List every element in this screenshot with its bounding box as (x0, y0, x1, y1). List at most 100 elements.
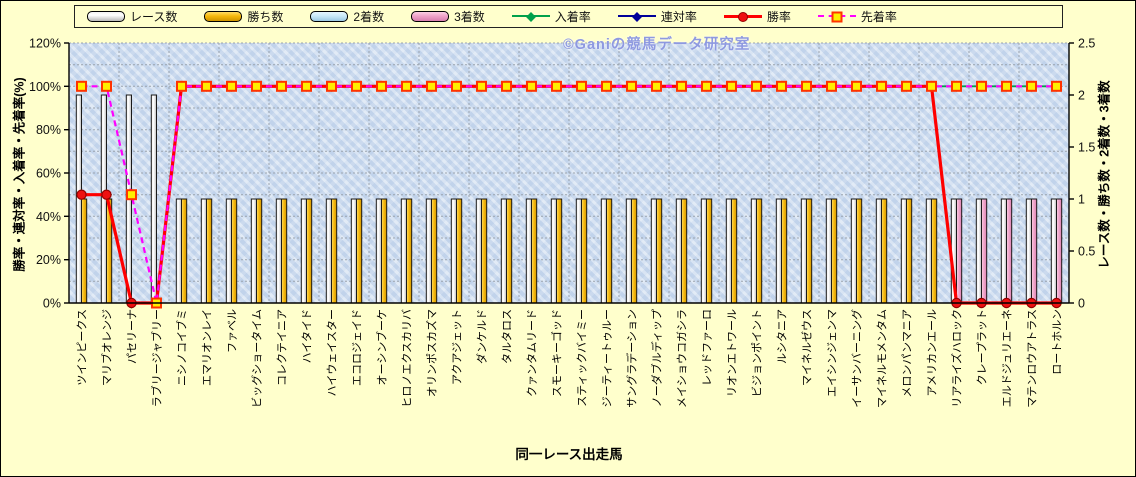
bar-races (325, 198, 332, 304)
bar-wins (731, 198, 738, 304)
legend-swatch-place_rate-icon (511, 10, 550, 23)
tick-label: 1 (1078, 193, 1085, 207)
legend-swatch-win_rate-icon (723, 10, 762, 23)
tick-label: 2 (1078, 89, 1085, 103)
marker-square (676, 80, 687, 92)
bar-races (850, 198, 857, 304)
marker-square (901, 80, 912, 92)
category-label: スティックバイミー (576, 309, 589, 407)
y-right-tick-labels: 0 0.5 1 1.5 2 2.5 (1078, 37, 1095, 311)
bar-races (500, 198, 507, 304)
bar-races (150, 94, 158, 304)
right-axis-title: レース数・勝ち数・2着数・3着数 (1097, 80, 1112, 269)
category-label: ビジョンポイント (751, 309, 764, 397)
bar-races (650, 198, 657, 304)
y-left-tick-labels: 0% 20% 40% 60% 80% 100% 120% (29, 37, 61, 311)
bar-wins (706, 198, 713, 304)
bar-races (725, 198, 732, 304)
marker-square (76, 80, 87, 92)
category-label: クァンタムリード (526, 309, 539, 397)
bar-races (450, 198, 457, 304)
marker-square (951, 80, 962, 92)
bar-thirds (956, 198, 963, 304)
bar-races (825, 198, 832, 304)
bar-wins (306, 198, 313, 304)
bar-races (1000, 198, 1007, 304)
category-label: ハイウェイスター (326, 309, 339, 396)
category-label: ラブリージャブリー (150, 309, 164, 407)
bar-races (375, 198, 382, 304)
category-label: イーサンバーニング (850, 309, 864, 408)
category-label: パセリーナ (126, 309, 139, 364)
marker-square (576, 80, 587, 92)
tick-label: 80% (36, 123, 61, 137)
bar-wins (531, 198, 538, 304)
category-label: ツインピークス (76, 309, 89, 386)
bar-wins (606, 198, 613, 304)
category-label: スモーキーゴッド (550, 309, 564, 397)
bar-races (575, 198, 582, 304)
legend-label: 3着数 (454, 10, 485, 24)
bar-races (700, 198, 707, 304)
tick-label: 0 (1078, 297, 1085, 311)
bar-wins (481, 198, 488, 304)
bar-wins (756, 198, 763, 304)
bar-wins (556, 198, 563, 304)
bar-races (675, 198, 682, 304)
bar-races (300, 198, 307, 304)
legend-item-seconds: 2着数 (310, 8, 384, 25)
tick-label: 40% (36, 210, 61, 224)
marker-square (326, 80, 337, 92)
category-label: メロンパンマニア (901, 309, 914, 398)
marker-circle (76, 189, 87, 200)
legend-swatch-quinella_rate-icon (617, 10, 656, 23)
bar-wins (81, 198, 88, 304)
bar-wins (181, 198, 188, 304)
bar-wins (906, 198, 913, 304)
legend-item-races: レース数 (87, 8, 177, 25)
bar-races (1025, 198, 1033, 304)
bar-races (975, 198, 982, 304)
marker-square (501, 80, 512, 92)
bar-races (900, 198, 907, 304)
category-label: マイネルモメンタム (876, 309, 889, 408)
category-label: エコロジェイド (352, 309, 364, 386)
legend-label: 2着数 (353, 10, 385, 24)
marker-square (276, 80, 287, 92)
marker-square (201, 80, 212, 92)
marker-square (726, 80, 737, 92)
marker-square (776, 80, 787, 92)
left-axis-title: 勝率・連対率・入着率・先着率(%) (12, 77, 27, 272)
marker-square (926, 80, 937, 92)
legend-swatch-races-icon (87, 11, 125, 22)
tick-label: 20% (36, 253, 61, 267)
marker-square (226, 80, 237, 92)
marker-square (476, 80, 487, 92)
tick-label: 2.5 (1078, 37, 1095, 51)
legend-label: レース数 (130, 10, 178, 24)
bar-wins (431, 198, 438, 304)
bar-thirds (1031, 198, 1038, 304)
bar-wins (381, 198, 388, 304)
marker-square (826, 80, 837, 92)
bar-races (350, 198, 357, 304)
bar-wins (856, 198, 863, 304)
legend-label: 連対率 (660, 10, 697, 24)
watermark: ©Ganiの競馬データ研究室 (563, 37, 751, 53)
tick-label: 100% (29, 80, 61, 94)
category-label: ビッグショータイム (250, 309, 264, 408)
legend-swatch-seconds-icon (310, 11, 349, 22)
marker-square (876, 80, 887, 92)
bar-races (550, 198, 557, 304)
bar-races (875, 198, 882, 304)
category-label: オリンポスカズマ (425, 309, 439, 397)
legend-item-place_rate: 入着率 (511, 8, 591, 25)
legend-item-win_rate: 勝率 (723, 8, 791, 25)
bar-races (400, 198, 407, 304)
bar-wins (256, 198, 263, 304)
bar-wins (881, 198, 888, 304)
bar-wins (681, 198, 688, 304)
bar-races (525, 198, 532, 304)
bar-wins (631, 198, 638, 304)
